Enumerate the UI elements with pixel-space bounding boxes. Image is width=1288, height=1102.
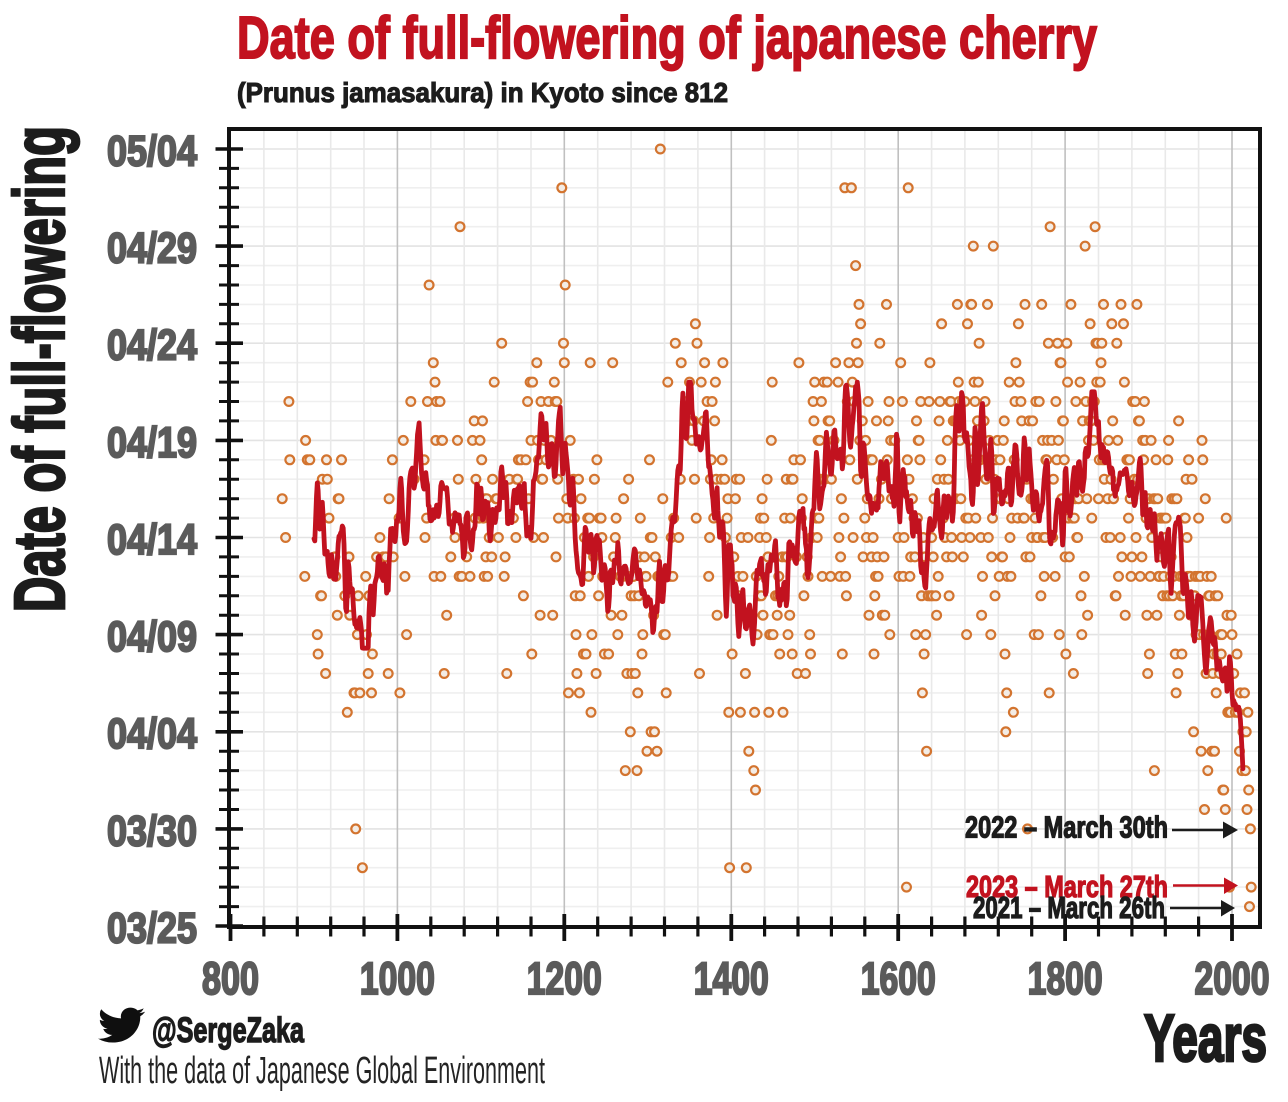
- svg-text:03/30: 03/30: [107, 807, 197, 855]
- svg-text:(Prunus jamasakura) in Kyoto s: (Prunus jamasakura) in Kyoto since 812: [237, 77, 728, 108]
- svg-text:1800: 1800: [1028, 953, 1103, 1004]
- svg-text:1200: 1200: [527, 953, 602, 1004]
- svg-text:04/24: 04/24: [107, 322, 197, 370]
- svg-text:04/09: 04/09: [107, 613, 197, 661]
- svg-text:Date of full-flowering of japa: Date of full-flowering of japanese cherr…: [237, 5, 1097, 71]
- svg-text:800: 800: [202, 953, 259, 1004]
- svg-text:2023 – March 27th: 2023 – March 27th: [966, 869, 1168, 904]
- svg-text:Date of full-flowering: Date of full-flowering: [1, 126, 80, 612]
- svg-text:1400: 1400: [694, 953, 769, 1004]
- svg-text:1600: 1600: [861, 953, 936, 1004]
- svg-text:04/14: 04/14: [107, 516, 197, 564]
- svg-text:2021 – March 26th: 2021 – March 26th: [973, 890, 1165, 925]
- svg-text:05/04: 05/04: [107, 127, 197, 175]
- svg-text:With the data of Japanese Glob: With the data of Japanese Global Environ…: [99, 1050, 545, 1092]
- svg-text:04/29: 04/29: [107, 225, 197, 273]
- svg-text:2022 – March 30th: 2022 – March 30th: [965, 810, 1168, 845]
- svg-text:1000: 1000: [360, 953, 435, 1004]
- svg-text:2000: 2000: [1195, 953, 1270, 1004]
- svg-text:Years: Years: [1144, 1001, 1267, 1076]
- svg-text:03/25: 03/25: [107, 904, 197, 952]
- svg-text:04/04: 04/04: [107, 710, 197, 758]
- svg-text:@SergeZaka: @SergeZaka: [152, 1011, 304, 1050]
- svg-text:04/19: 04/19: [107, 419, 197, 467]
